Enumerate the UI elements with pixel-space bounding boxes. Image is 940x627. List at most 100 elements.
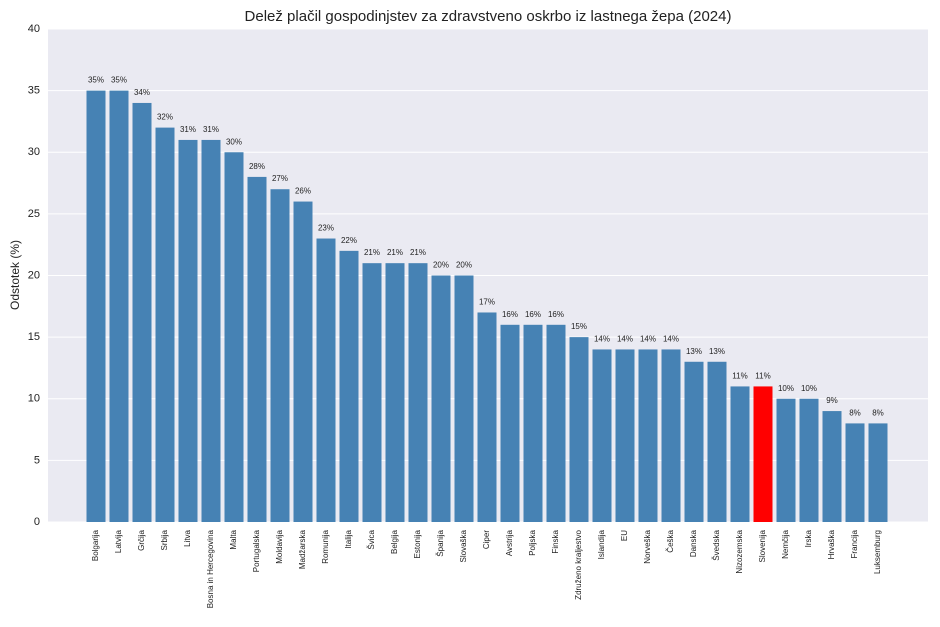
value-label: 28% [249,162,265,171]
x-tick-label: Švedska [712,529,721,560]
x-tick-label: Švica [367,529,376,549]
bar [569,337,589,522]
y-tick-label: 0 [34,516,40,528]
value-label: 16% [525,310,541,319]
bar [431,275,451,522]
value-label: 10% [801,384,817,393]
x-tick-label: Litva [183,529,192,546]
value-label: 11% [732,371,747,380]
bar [546,324,566,522]
x-tick-label: Francija [850,529,859,558]
bar [730,386,750,522]
x-tick-label: Islandija [597,529,606,559]
x-tick-label: Nemčija [781,529,790,558]
y-axis-label: Odstotek (%) [8,240,22,310]
bar [753,386,773,522]
value-label: 23% [318,224,334,233]
bar [201,139,221,523]
value-label: 21% [387,248,403,257]
x-tick-label: Grčija [137,529,146,550]
value-label: 22% [341,236,357,245]
x-tick-label: Češka [666,529,675,552]
x-tick-label: Ciper [482,530,491,549]
value-label: 11% [755,371,770,380]
x-tick-label: Združeno kraljestvo [574,529,583,599]
x-tick-label: Poljska [528,529,537,555]
x-tick-label: Madžarska [298,529,307,569]
bar [155,127,175,522]
value-label: 16% [548,310,564,319]
x-tick-label: Irska [804,529,813,547]
bar [592,349,612,522]
bar [661,349,681,522]
value-label: 34% [134,88,150,97]
bar [822,411,842,522]
value-label: 8% [849,408,861,417]
x-tick-label: Avstrija [505,529,514,556]
x-tick-label: Norveška [643,529,652,563]
bar [362,263,382,522]
bar [615,349,635,522]
x-tick-label: Bolgarija [91,529,100,561]
x-tick-label: Slovaška [459,529,468,562]
x-tick-label: Malta [229,529,238,549]
value-label: 26% [295,187,311,196]
value-label: 14% [594,334,610,343]
x-tick-label: Srbija [160,529,169,550]
bar [477,312,497,522]
value-label: 21% [410,248,426,257]
x-tick-label: Španija [436,529,445,556]
bar [638,349,658,522]
value-label: 30% [226,137,242,146]
x-tick-label: Latvija [114,529,123,553]
x-tick-label: EU [620,530,629,541]
bar [684,361,704,522]
value-label: 21% [364,248,380,257]
bar [247,176,267,522]
bar [293,201,313,523]
x-tick-label: Finska [551,529,560,553]
x-tick-label: Estonija [413,529,422,558]
x-tick-label: Danska [689,529,698,557]
bar [316,238,336,522]
value-label: 17% [479,297,495,306]
x-tick-label: Romunija [321,529,330,563]
value-label: 35% [88,76,104,85]
value-label: 15% [571,322,587,331]
x-tick-label: Nizozemska [735,529,744,573]
bar [845,423,865,522]
x-tick-label: Luksemburg [873,530,882,574]
value-label: 14% [617,334,633,343]
y-tick-label: 25 [28,208,40,220]
bar [86,90,106,522]
bar [132,102,152,522]
value-label: 31% [203,125,219,134]
bar [454,275,474,522]
value-label: 35% [111,76,127,85]
bar [523,324,543,522]
value-label: 9% [826,396,838,405]
bar [270,189,290,522]
value-label: 32% [157,113,173,122]
y-tick-label: 5 [34,454,40,466]
value-label: 13% [686,347,702,356]
value-label: 20% [456,261,472,270]
bar [178,139,198,523]
bar [868,423,888,522]
x-tick-label: Moldavija [275,529,284,563]
y-tick-label: 15 [28,331,40,343]
bar [224,152,244,522]
x-tick-label: Bosna in Hercegovina [206,529,215,608]
y-tick-label: 20 [28,269,40,281]
bar [776,398,796,522]
value-label: 31% [180,125,196,134]
x-tick-label: Italija [344,529,353,548]
value-label: 14% [663,334,679,343]
bar [408,263,428,522]
value-label: 8% [872,408,884,417]
x-tick-label: Hrvaška [827,529,836,559]
x-tick-label: Belgija [390,529,399,554]
bar [799,398,819,522]
